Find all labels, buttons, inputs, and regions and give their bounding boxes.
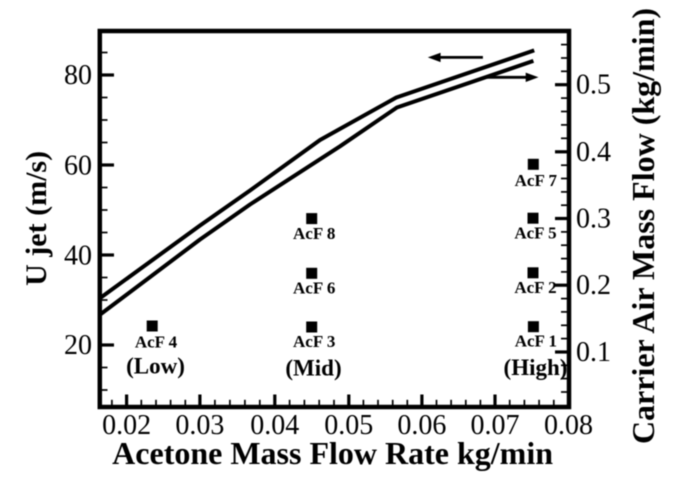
svg-text:0.08: 0.08 — [544, 410, 593, 441]
svg-text:0.07: 0.07 — [471, 410, 520, 441]
svg-text:AcF 1: AcF 1 — [515, 332, 557, 351]
svg-text:(Low): (Low) — [126, 354, 185, 379]
svg-text:0.02: 0.02 — [102, 410, 151, 441]
svg-text:0.3: 0.3 — [576, 204, 611, 235]
svg-text:AcF 7: AcF 7 — [515, 171, 558, 190]
svg-text:AcF 5: AcF 5 — [514, 224, 556, 243]
svg-text:0.5: 0.5 — [576, 70, 611, 101]
svg-text:AcF 4: AcF 4 — [135, 333, 178, 352]
svg-text:(High): (High) — [504, 355, 568, 380]
svg-text:0.4: 0.4 — [576, 137, 611, 168]
svg-text:AcF 8: AcF 8 — [293, 224, 335, 243]
svg-text:60: 60 — [64, 151, 92, 182]
svg-text:U jet (m/s): U jet (m/s) — [20, 151, 53, 286]
svg-text:AcF 6: AcF 6 — [293, 279, 335, 298]
svg-text:0.1: 0.1 — [576, 337, 611, 368]
svg-text:0.05: 0.05 — [324, 410, 373, 441]
svg-text:AcF 2: AcF 2 — [514, 278, 556, 297]
svg-text:20: 20 — [64, 330, 92, 361]
svg-text:0.03: 0.03 — [175, 410, 224, 441]
svg-text:80: 80 — [64, 60, 92, 91]
svg-text:Carrier Air Mass Flow (kg/min): Carrier Air Mass Flow (kg/min) — [625, 8, 661, 444]
svg-text:0.2: 0.2 — [576, 270, 611, 301]
svg-text:0.04: 0.04 — [250, 410, 299, 441]
svg-text:Acetone Mass Flow Rate kg/min: Acetone Mass Flow Rate kg/min — [112, 435, 553, 471]
svg-text:0.06: 0.06 — [397, 410, 446, 441]
svg-text:AcF 3: AcF 3 — [293, 332, 335, 351]
svg-text:40: 40 — [64, 241, 92, 272]
svg-text:(Mid): (Mid) — [285, 355, 341, 380]
